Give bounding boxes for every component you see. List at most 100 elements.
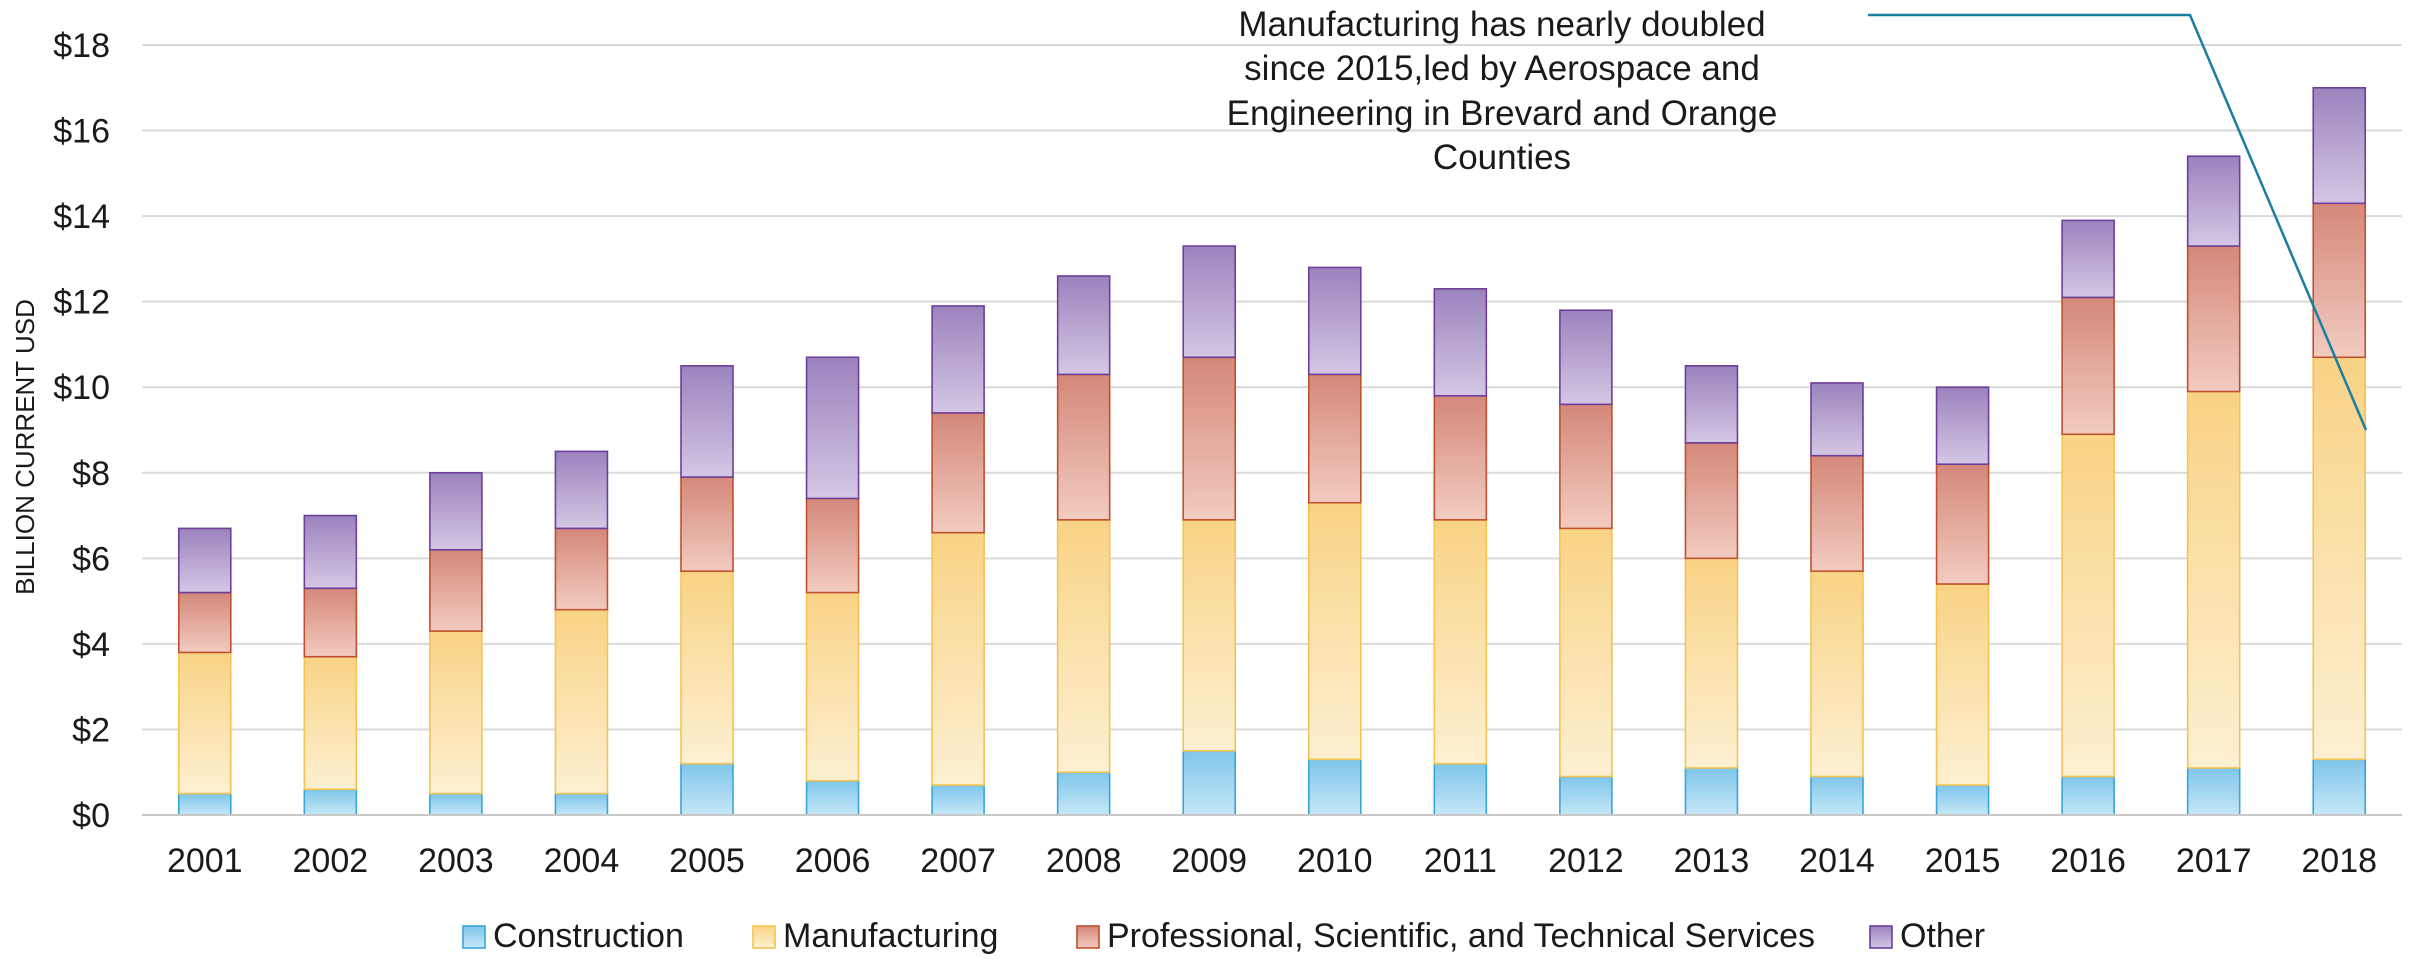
legend-swatch-construction [462, 925, 486, 949]
annotation-line-3: Engineering in Brevard and Orange [1227, 94, 1778, 133]
x-tick-label: 2005 [669, 842, 745, 880]
x-tick-label: 2009 [1171, 842, 1247, 880]
bar-segment-manufacturing [1056, 519, 1111, 774]
bar-segment-professional [429, 548, 483, 632]
y-axis-title: BILLION CURRENT USD [10, 299, 40, 595]
bar-segment-construction [931, 784, 985, 816]
bar-segment-construction [429, 792, 483, 816]
x-tick-label: 2001 [167, 842, 243, 880]
bar-segment-construction [1056, 771, 1111, 816]
bar-segment-other [2061, 219, 2115, 299]
bar-segment-professional [1684, 442, 1739, 560]
x-tick-label: 2002 [293, 842, 369, 880]
bar-segment-professional [1810, 454, 1864, 572]
bar-segment-other [554, 450, 609, 530]
bar-segment-construction [1810, 775, 1864, 816]
bar-segment-other [931, 305, 985, 414]
legend-label-other: Other [1900, 917, 1985, 955]
bar-segment-manufacturing [931, 531, 985, 786]
bars [177, 86, 2367, 816]
bar-segment-professional [303, 587, 358, 658]
bar-segment-construction [2312, 758, 2367, 816]
bar-segment-construction [680, 762, 734, 816]
bar-segment-manufacturing [554, 608, 609, 795]
bar-segment-professional [2061, 296, 2115, 436]
y-axis-ticks: $0 $2 $4 $6 $8 $10 $12 $14 $16 $18 [53, 27, 110, 835]
bar-segment-other [1810, 382, 1864, 457]
annotation-line-2: since 2015,led by Aerospace and [1244, 49, 1760, 88]
bar-segment-professional [1433, 394, 1488, 521]
x-tick-label: 2004 [544, 842, 620, 880]
x-axis-ticks: 2001 2002 2003 2004 2005 2006 2007 2008 2009 2010… [167, 842, 2377, 880]
bar-segment-professional [2312, 202, 2367, 359]
gridlines [142, 44, 2402, 731]
y-tick-label: $4 [72, 626, 110, 664]
bar-segment-manufacturing [303, 655, 358, 791]
annotation: Manufacturing has nearly doubled since 2… [1227, 5, 2368, 431]
bar-segment-construction [2061, 775, 2115, 816]
bar-segment-other [429, 471, 483, 551]
bar-segment-professional [554, 527, 609, 611]
bar-segment-manufacturing [1810, 570, 1864, 778]
y-tick-label: $8 [72, 455, 110, 493]
bar-segment-construction [1684, 767, 1739, 816]
bar-segment-construction [805, 779, 860, 816]
bar-segment-other [1182, 245, 1237, 359]
bar-segment-construction [1182, 750, 1237, 816]
bar-segment-manufacturing [429, 630, 483, 795]
bar-segment-manufacturing [1684, 557, 1739, 769]
bar-segment-other [1433, 288, 1488, 397]
bar-segment-professional [1559, 403, 1613, 530]
x-tick-label: 2013 [1674, 842, 1750, 880]
bar-segment-manufacturing [1307, 501, 1362, 761]
bar-segment-other [2312, 86, 2367, 205]
bar-segment-construction [1307, 758, 1362, 816]
bar-segment-manufacturing [2186, 390, 2241, 769]
bar-segment-professional [805, 497, 860, 594]
legend: Construction Manufacturing Professional, S… [462, 917, 1985, 955]
y-tick-label: $12 [53, 284, 110, 322]
y-tick-label: $18 [53, 27, 110, 65]
bar-segment-construction [1935, 784, 1990, 816]
bar-segment-professional [1307, 373, 1362, 504]
bar-segment-manufacturing [1433, 519, 1488, 765]
y-tick-label: $10 [53, 369, 110, 407]
bar-segment-professional [177, 591, 232, 654]
bar-segment-other [303, 514, 358, 590]
bar-segment-manufacturing [805, 591, 860, 782]
legend-label-construction: Construction [493, 917, 684, 955]
x-tick-label: 2012 [1548, 842, 1624, 880]
x-tick-label: 2006 [795, 842, 871, 880]
x-tick-label: 2003 [418, 842, 494, 880]
bar-segment-other [177, 527, 232, 594]
bar-segment-professional [2186, 245, 2241, 393]
y-tick-label: $0 [72, 797, 110, 835]
bar-segment-construction [1433, 762, 1488, 816]
x-tick-label: 2014 [1799, 842, 1875, 880]
y-tick-label: $6 [72, 540, 110, 578]
annotation-line-1: Manufacturing has nearly doubled [1238, 5, 1765, 44]
bar-segment-manufacturing [1935, 583, 1990, 786]
bar-segment-other [805, 356, 860, 500]
bar-segment-other [1056, 275, 1111, 376]
legend-swatch-professional [1076, 925, 1100, 949]
annotation-line-4: Counties [1433, 138, 1571, 177]
bar-segment-other [1935, 386, 1990, 466]
bar-segment-professional [1935, 463, 1990, 585]
legend-swatch-manufacturing [752, 925, 776, 949]
x-tick-label: 2007 [920, 842, 996, 880]
bar-segment-construction [303, 788, 358, 816]
bar-segment-manufacturing [680, 570, 734, 765]
bar-segment-construction [2186, 767, 2241, 816]
bar-segment-construction [177, 792, 232, 816]
x-tick-label: 2010 [1297, 842, 1373, 880]
x-tick-label: 2018 [2301, 842, 2377, 880]
y-tick-label: $14 [53, 198, 110, 236]
annotation-leader-line [1868, 13, 2368, 431]
bar-segment-other [1559, 309, 1613, 406]
bar-segment-other [680, 365, 734, 478]
x-tick-label: 2015 [1925, 842, 2001, 880]
bar-segment-professional [1182, 356, 1237, 521]
bar-segment-professional [1056, 373, 1111, 521]
